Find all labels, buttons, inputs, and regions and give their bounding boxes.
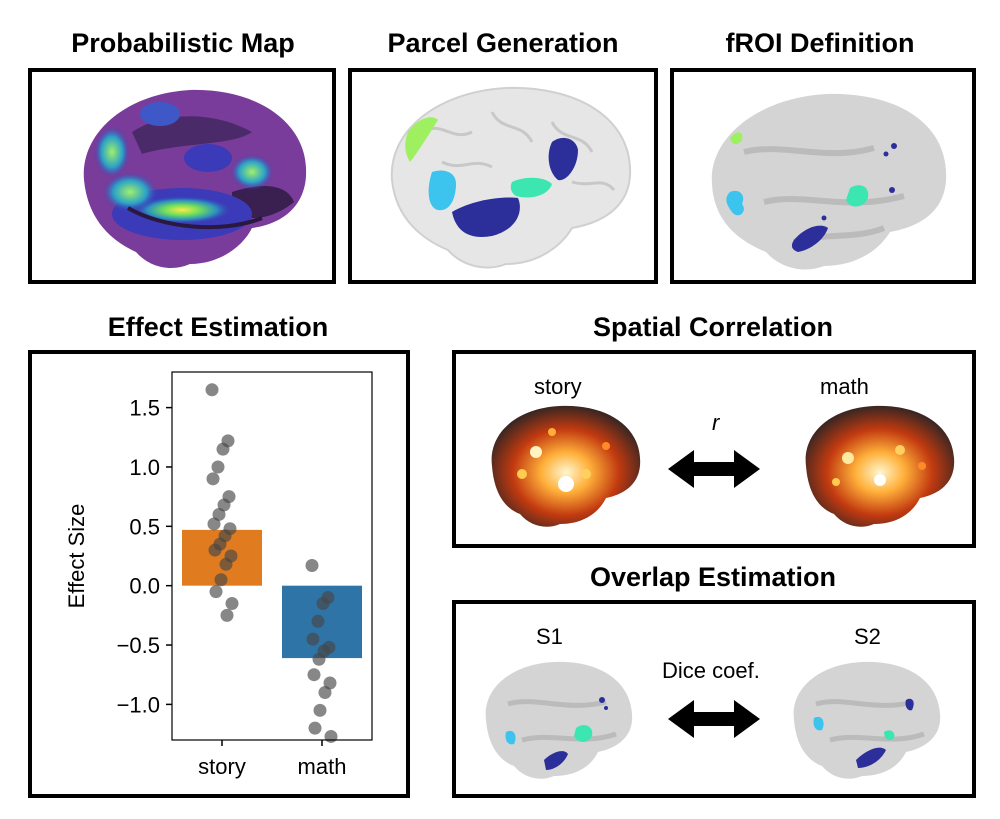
brain-math-heatmap — [805, 405, 955, 527]
brain-story-heatmap — [491, 405, 641, 527]
point-story — [209, 585, 223, 599]
point-math — [307, 668, 321, 682]
overlap-brains — [485, 661, 941, 779]
x-tick-label-math: math — [298, 754, 347, 779]
y-tick-label: 0.5 — [129, 514, 160, 539]
brain-s2 — [793, 661, 941, 779]
double-arrow-icon — [668, 450, 760, 488]
point-story — [206, 472, 220, 486]
spatial-right-label: math — [820, 374, 869, 399]
point-story — [220, 608, 234, 622]
point-math — [324, 729, 338, 743]
brain-parcels — [390, 86, 632, 269]
effect-size-chart: story math −1.0 −0.5 0.0 0.5 1.0 1.5 Effect Size — [64, 371, 373, 779]
overlap-left-label: S1 — [536, 624, 563, 649]
title-probabilistic-map: Probabilistic Map — [71, 28, 295, 58]
panel-overlap-estimation: S1 S2 Dice coef. — [452, 600, 976, 798]
title-froi-definition: fROI Definition — [725, 28, 915, 58]
x-tick-label-story: story — [198, 754, 246, 779]
brain-froi — [711, 93, 947, 270]
panel-spatial-correlation: story math r — [452, 350, 976, 548]
point-math — [318, 686, 332, 700]
point-story — [214, 573, 228, 587]
y-tick-label: 1.0 — [129, 455, 160, 480]
point-story — [208, 543, 222, 557]
point-story — [205, 383, 219, 397]
y-tick-label: 0.0 — [129, 574, 160, 599]
point-math — [305, 558, 319, 572]
y-tick-label: −1.0 — [117, 692, 160, 717]
plot-frame — [171, 371, 373, 741]
panel-froi-definition — [670, 68, 976, 284]
spatial-left-label: story — [534, 374, 582, 399]
brain-probabilistic-map — [83, 89, 307, 268]
double-arrow-icon — [668, 700, 760, 738]
point-math — [306, 632, 320, 646]
overlap-arrow-label: Dice coef. — [662, 658, 760, 683]
spatial-brains — [491, 405, 955, 527]
y-axis-label: Effect Size — [64, 504, 89, 609]
point-story — [219, 557, 233, 571]
overlap-right-label: S2 — [854, 624, 881, 649]
point-math — [311, 614, 325, 628]
point-story — [207, 517, 221, 531]
spatial-arrow-label: r — [712, 410, 720, 435]
brain-s1 — [485, 661, 633, 779]
point-story — [211, 460, 225, 474]
panel-probabilistic-map — [28, 68, 336, 284]
point-math — [308, 721, 322, 735]
title-overlap-estimation: Overlap Estimation — [589, 562, 837, 592]
panel-parcel-generation — [348, 68, 658, 284]
y-tick-label: 1.5 — [129, 396, 160, 421]
point-story — [225, 596, 239, 610]
title-spatial-correlation: Spatial Correlation — [592, 312, 834, 342]
point-math — [316, 596, 330, 610]
title-parcel-generation: Parcel Generation — [387, 28, 619, 58]
point-math — [313, 703, 327, 717]
point-story — [216, 442, 230, 456]
point-math — [312, 652, 326, 666]
title-effect-estimation: Effect Estimation — [107, 312, 329, 342]
y-tick-label: −0.5 — [117, 633, 160, 658]
panel-effect-estimation: story math −1.0 −0.5 0.0 0.5 1.0 1.5 Effect Size — [28, 350, 410, 798]
